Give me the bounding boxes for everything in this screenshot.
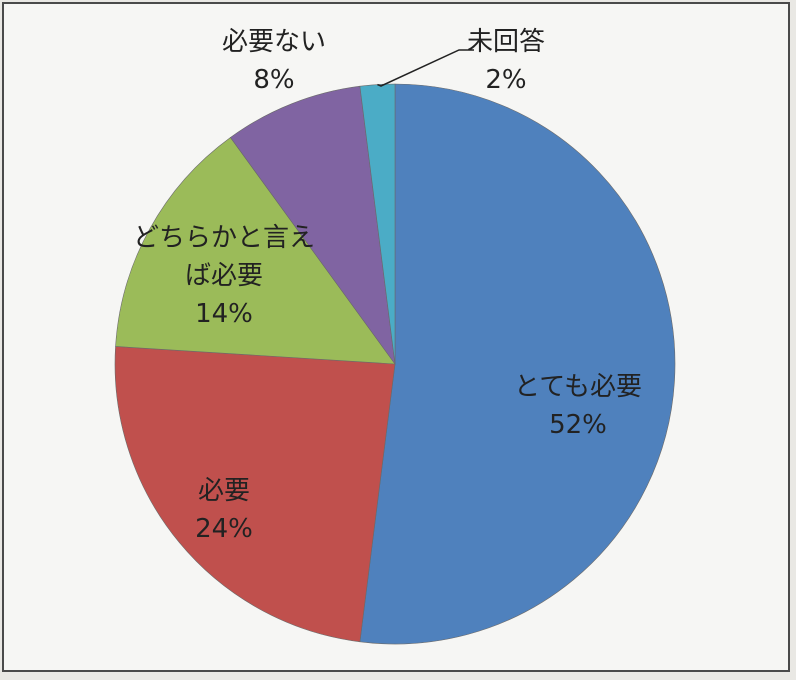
label-dochiraka-line1: どちらかと言え	[133, 223, 315, 253]
label-mikaitou: 未回答	[467, 27, 545, 57]
slice-totemo-hitsuyou	[359, 83, 676, 645]
slice-hitsuyou-nai	[230, 85, 396, 365]
label-dochiraka-line2: ば必要	[185, 261, 263, 291]
label-hitsuyou-nai: 必要ない	[222, 27, 326, 57]
pie-slices	[114, 83, 676, 645]
slice-hitsuyou	[114, 346, 396, 643]
leader-line-mikaitou	[377, 49, 474, 87]
chart-frame: とても必要 52% 必要 24% どちらかと言え ば必要 14% 必要ない 8% 未回答 2%	[2, 2, 790, 672]
label-hitsuyou: 必要	[198, 476, 250, 506]
label-totemo-hitsuyou: とても必要	[514, 372, 642, 402]
pct-dochiraka: 14%	[195, 299, 253, 329]
pct-hitsuyou: 24%	[195, 514, 253, 544]
pct-mikaitou: 2%	[485, 65, 526, 95]
pct-hitsuyou-nai: 8%	[253, 65, 294, 95]
pct-totemo-hitsuyou: 52%	[549, 410, 607, 440]
slice-dochiraka	[115, 137, 396, 365]
